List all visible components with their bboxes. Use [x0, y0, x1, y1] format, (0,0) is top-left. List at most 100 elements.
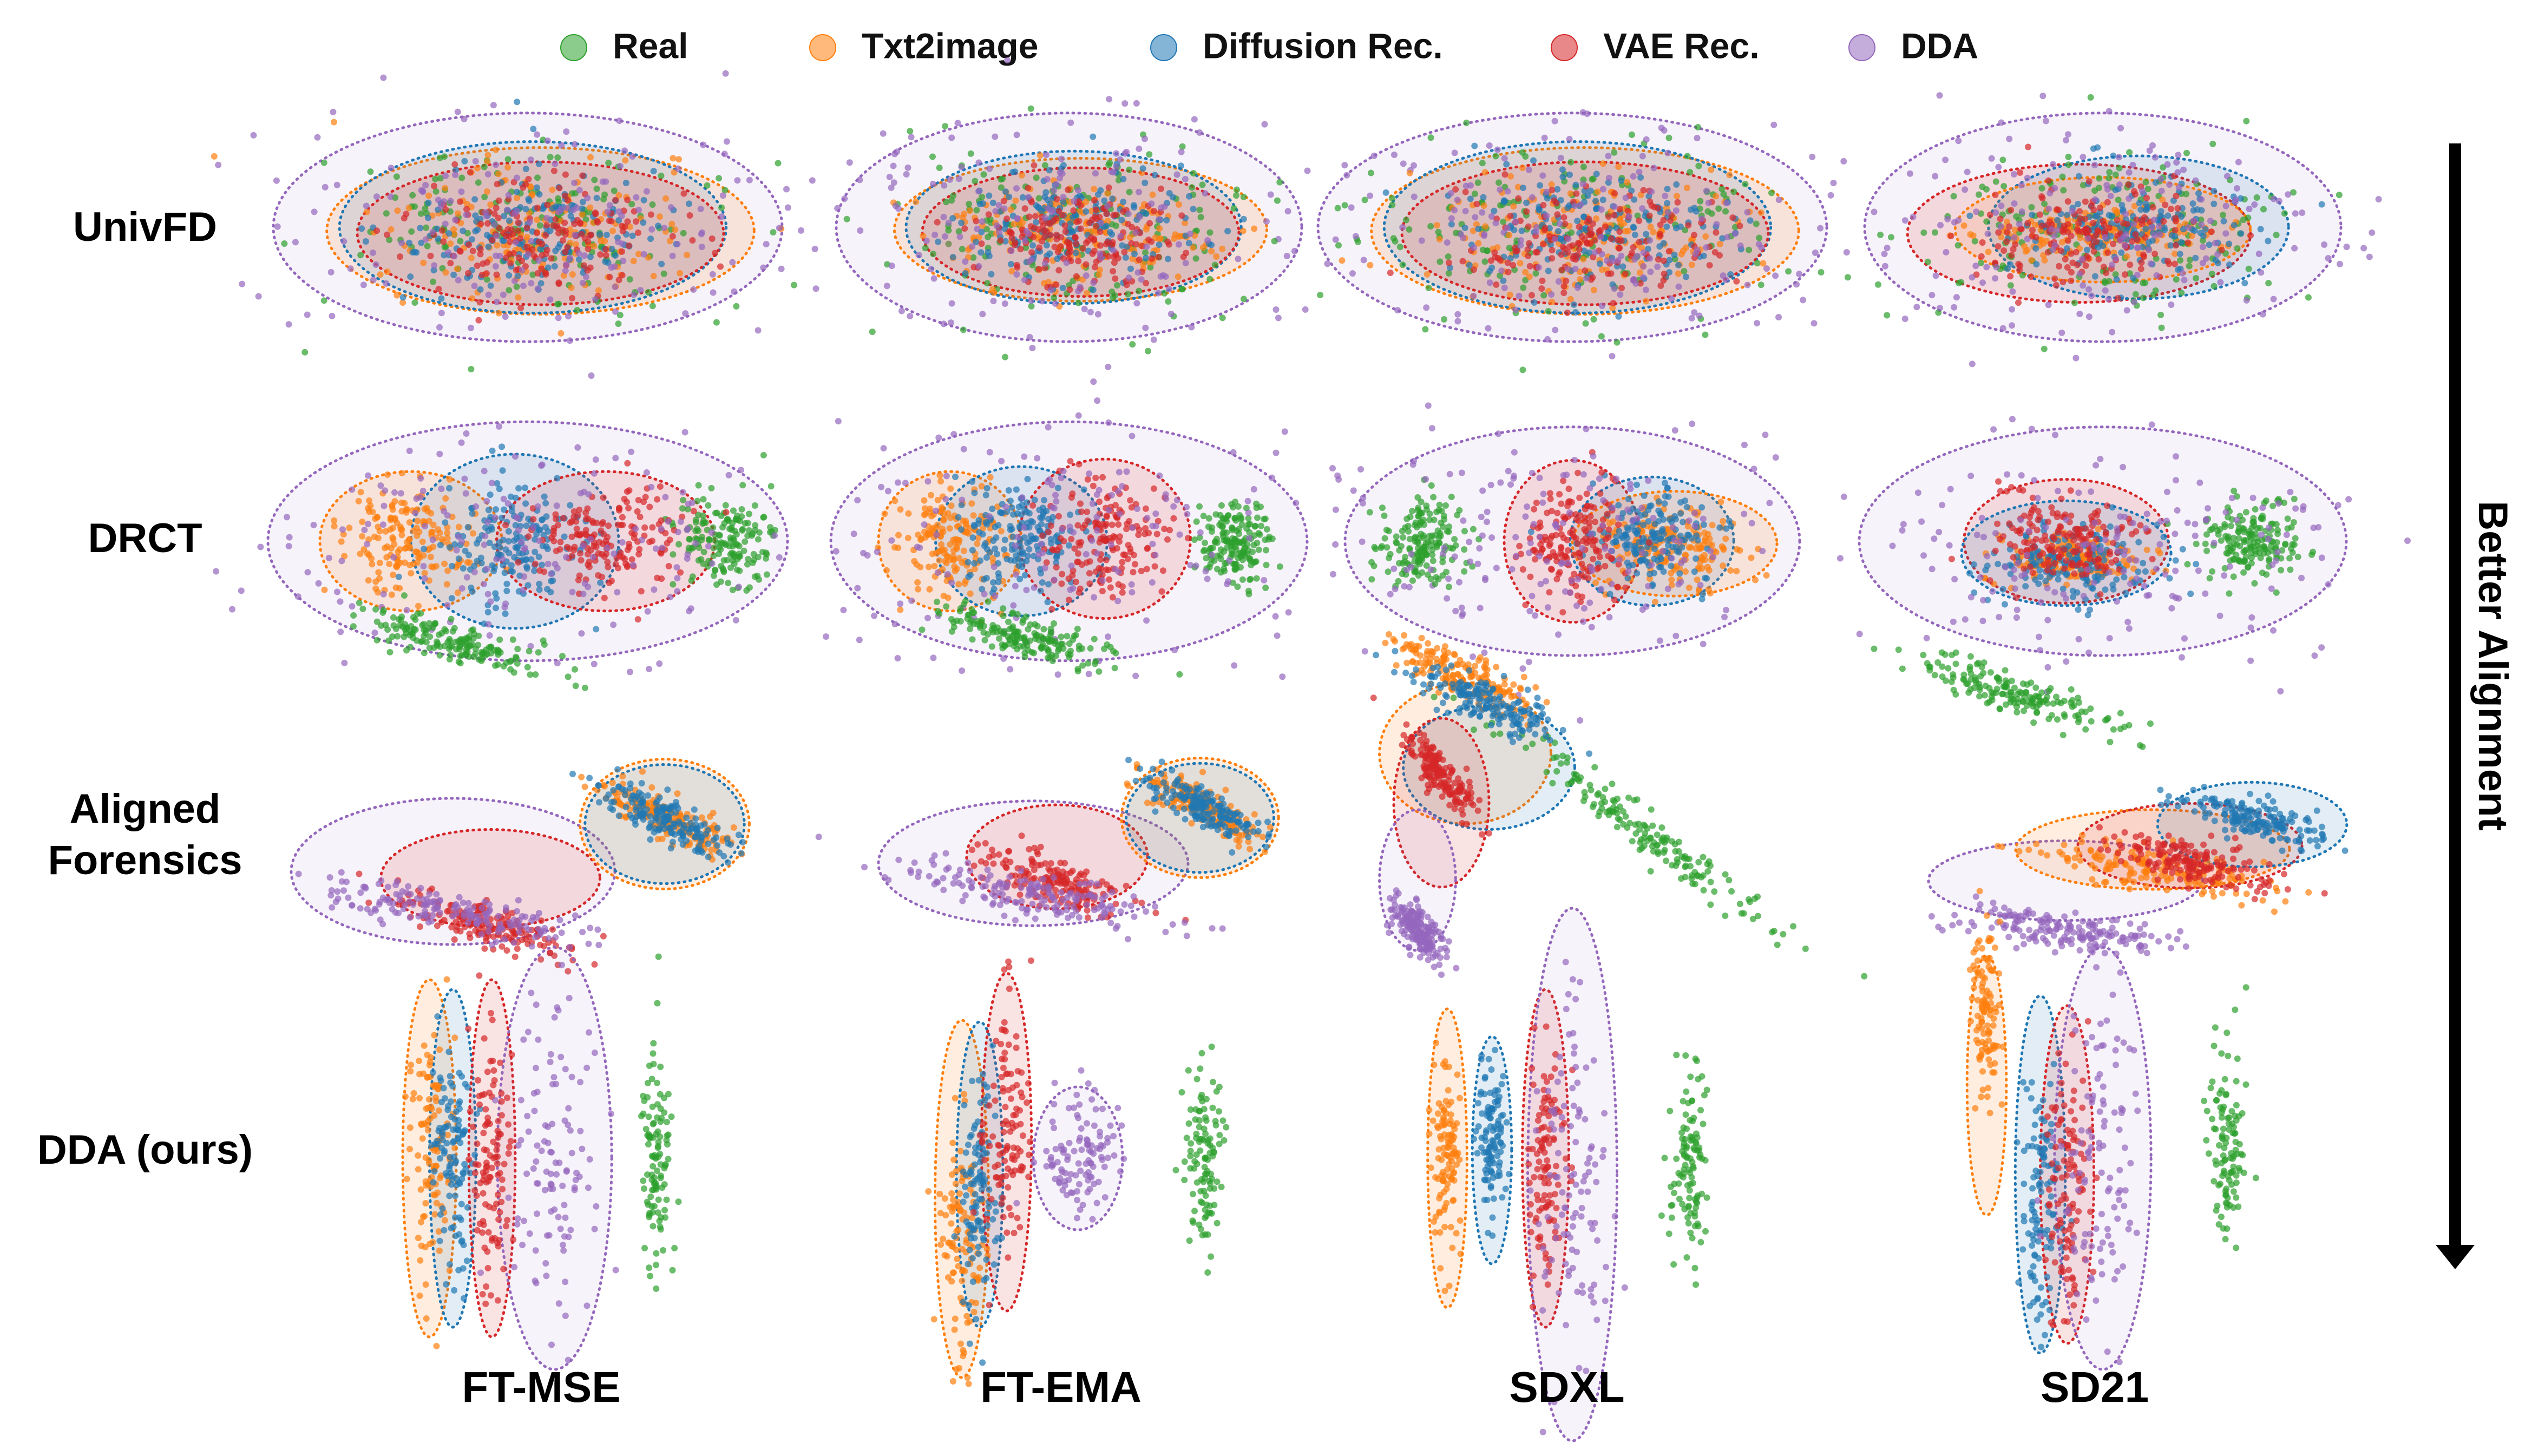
- scatter-point: [1007, 497, 1014, 504]
- scatter-point: [513, 188, 520, 195]
- scatter-point: [1522, 153, 1529, 160]
- scatter-point: [1995, 229, 2002, 236]
- scatter-point: [281, 240, 288, 247]
- scatter-point: [572, 232, 579, 239]
- scatter-point: [2009, 288, 2016, 295]
- scatter-point: [598, 238, 605, 245]
- scatter-point: [2126, 195, 2133, 202]
- scatter-point: [2104, 249, 2111, 256]
- scatter-point: [936, 164, 943, 171]
- scatter-point: [956, 233, 963, 240]
- scatter-point: [1223, 518, 1230, 525]
- scatter-point: [1636, 217, 1643, 224]
- scatter-point: [1097, 242, 1104, 249]
- scatter-point: [389, 534, 396, 541]
- scatter-point: [903, 171, 910, 178]
- scatter-point: [365, 508, 372, 515]
- scatter-point: [432, 175, 439, 182]
- scatter-point: [2185, 224, 2192, 231]
- scatter-point: [1616, 228, 1623, 235]
- scatter-point: [698, 231, 705, 238]
- scatter-point: [2123, 253, 2130, 260]
- scatter-point: [1090, 482, 1097, 489]
- scatter-point: [1694, 135, 1701, 142]
- scatter-point: [475, 179, 482, 186]
- scatter-point: [634, 229, 641, 237]
- scatter-point: [1178, 286, 1185, 293]
- scatter-point: [523, 224, 530, 231]
- legend-marker-dda: [1848, 34, 1875, 61]
- scatter-point: [484, 591, 491, 598]
- scatter-point: [2032, 234, 2039, 241]
- scatter-point: [390, 571, 397, 578]
- scatter-point: [1136, 145, 1143, 152]
- scatter-point: [447, 198, 454, 205]
- scatter-point: [708, 484, 715, 491]
- series-vae-rec: [373, 161, 724, 324]
- scatter-point: [490, 102, 497, 109]
- scatter-point: [452, 166, 460, 173]
- scatter-point: [437, 175, 444, 182]
- scatter-point: [995, 202, 1002, 209]
- scatter-point: [1976, 191, 1983, 198]
- scatter-point: [1560, 290, 1567, 297]
- scatter-point: [428, 529, 435, 536]
- scatter-point: [2079, 255, 2086, 263]
- scatter-point: [441, 153, 448, 160]
- scatter-point: [310, 522, 317, 529]
- scatter-point: [500, 562, 507, 569]
- scatter-point: [1960, 222, 1967, 229]
- scatter-point: [1577, 276, 1584, 283]
- scatter-point: [1173, 171, 1180, 178]
- scatter-point: [2212, 257, 2219, 264]
- scatter-point: [1033, 219, 1040, 226]
- scatter-point: [930, 251, 937, 258]
- scatter-point: [2211, 188, 2218, 195]
- scatter-point: [1491, 249, 1498, 256]
- scatter-point: [442, 185, 449, 192]
- scatter-point: [1164, 238, 1171, 245]
- scatter-point: [955, 514, 962, 521]
- scatter-point: [2258, 269, 2265, 276]
- scatter-point: [1744, 281, 1751, 288]
- scatter-point: [355, 497, 362, 504]
- scatter-point: [417, 210, 424, 217]
- scatter-point: [411, 203, 418, 210]
- scatter-point: [2172, 233, 2179, 240]
- scatter-point: [1217, 511, 1224, 519]
- scatter-point: [888, 263, 895, 270]
- scatter-point: [522, 181, 529, 188]
- scatter-point: [1221, 548, 1228, 555]
- scatter-point: [1148, 200, 1155, 207]
- scatter-point: [1013, 486, 1020, 493]
- scatter-point: [1219, 314, 1226, 322]
- hull-diffusion-rec: [904, 149, 1243, 305]
- scatter-point: [600, 494, 607, 501]
- scatter-point: [649, 524, 656, 531]
- scatter-point: [1574, 284, 1581, 291]
- scatter-point: [1062, 228, 1069, 235]
- scatter-point: [383, 210, 390, 217]
- scatter-point: [384, 471, 391, 478]
- scatter-point: [1182, 175, 1189, 182]
- scatter-point: [1044, 176, 1051, 183]
- scatter-point: [359, 519, 366, 526]
- scatter-point: [1078, 508, 1085, 515]
- scatter-point: [1920, 229, 1927, 236]
- scatter-point: [495, 197, 502, 204]
- scatter-point: [2000, 247, 2008, 254]
- scatter-point: [913, 198, 920, 205]
- scatter-point: [705, 502, 712, 509]
- scatter-point: [2325, 255, 2332, 262]
- scatter-point: [2103, 270, 2110, 277]
- scatter-point: [2206, 241, 2213, 248]
- scatter-point: [458, 174, 465, 181]
- scatter-point: [2049, 161, 2056, 168]
- scatter-point: [1130, 568, 1137, 575]
- scatter-point: [1196, 206, 1203, 213]
- scatter-point: [1232, 517, 1239, 524]
- scatter-point: [1214, 566, 1221, 573]
- scatter-point: [979, 311, 986, 318]
- scatter-point: [1155, 290, 1162, 297]
- scatter-point: [2109, 261, 2116, 268]
